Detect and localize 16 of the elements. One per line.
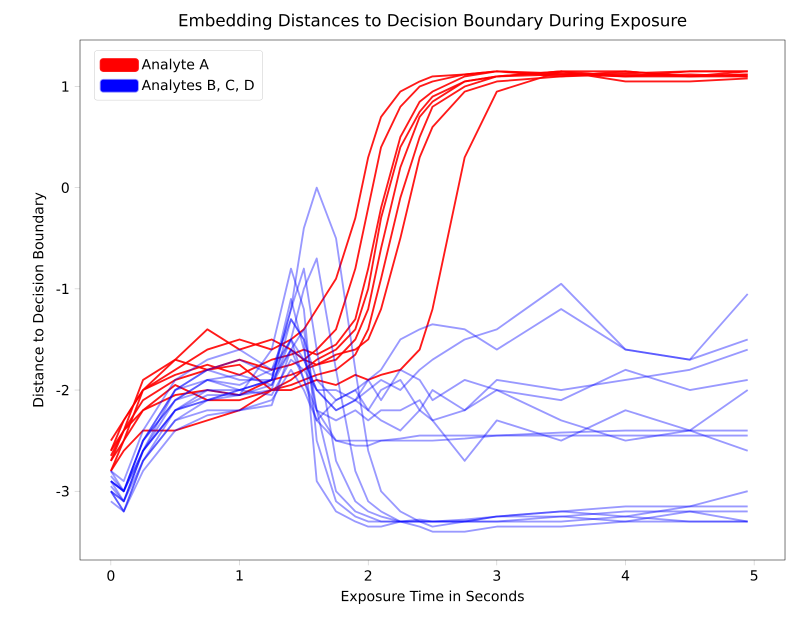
x-tick-label: 2 <box>364 570 372 581</box>
y-axis-title: Distance to Decision Boundary <box>32 192 46 406</box>
legend-label: Analyte A <box>142 58 209 72</box>
y-tick-label: -2 <box>56 384 68 396</box>
y-tick-label: 1 <box>62 81 68 92</box>
x-tick-label: 3 <box>493 570 500 581</box>
x-tick-label: 0 <box>107 570 114 581</box>
y-tick-label: -1 <box>56 284 68 294</box>
y-tick-label: -3 <box>56 486 69 496</box>
y-tick-label: 0 <box>62 182 69 193</box>
x-tick-label: 4 <box>622 570 630 580</box>
x-axis-title: Exposure Time in Seconds <box>342 590 524 604</box>
x-tick-label: 1 <box>236 570 243 580</box>
legend-label: Analytes B, C, D <box>142 79 254 93</box>
x-tick-label: 5 <box>750 570 758 581</box>
chart-title: Embedding Distances to Decision Boundary During Exposure <box>180 14 686 30</box>
